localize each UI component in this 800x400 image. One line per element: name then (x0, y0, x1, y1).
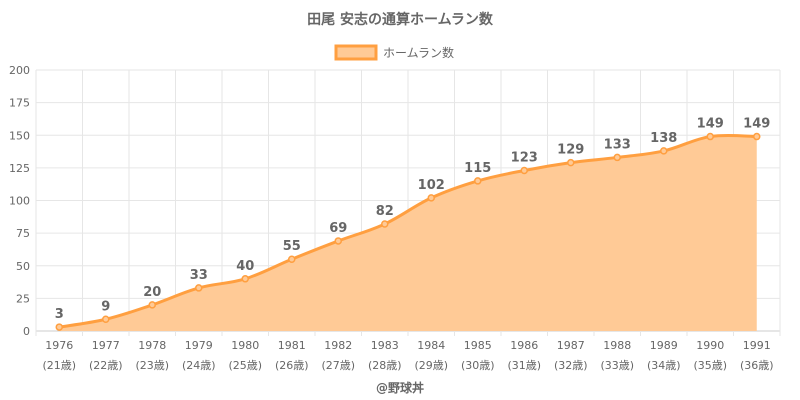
x-tick-label: 1985 (464, 339, 492, 352)
x-tick-sublabel: (24歳) (182, 359, 216, 372)
data-label: 9 (101, 299, 110, 314)
y-tick-label: 25 (16, 292, 30, 305)
x-tick-label: 1990 (696, 339, 724, 352)
data-points (55, 132, 761, 331)
data-point[interactable] (288, 255, 296, 263)
x-tick-sublabel: (35歳) (693, 359, 727, 372)
x-tick-label: 1980 (231, 339, 259, 352)
x-tick-sublabel: (29歳) (414, 359, 448, 372)
data-label: 69 (329, 221, 347, 236)
x-tick-label: 1979 (185, 339, 213, 352)
data-point[interactable] (195, 284, 203, 292)
data-point[interactable] (613, 153, 621, 162)
legend-label: ホームラン数 (383, 45, 454, 60)
x-tick-sublabel: (32歳) (554, 359, 588, 372)
series-area (59, 133, 757, 331)
legend[interactable]: ホームラン数 (334, 44, 454, 61)
data-label: 33 (190, 268, 208, 283)
credit-text: @野球丼 (376, 380, 424, 395)
data-label: 149 (743, 117, 770, 132)
data-label: 115 (464, 161, 491, 176)
data-point[interactable] (334, 237, 342, 245)
legend-swatch (334, 44, 378, 61)
data-label: 40 (236, 259, 254, 274)
x-tick-label: 1978 (138, 339, 166, 352)
data-point[interactable] (148, 301, 156, 309)
x-tick-label: 1976 (45, 339, 73, 352)
data-point[interactable] (102, 315, 110, 324)
data-point[interactable] (753, 132, 761, 141)
x-tick-label: 1983 (371, 339, 399, 352)
x-tick-label: 1989 (650, 339, 678, 352)
data-labels: 3 9 20 33 40 55 69 82 102 115 123 129 133 138 149 149 (55, 117, 771, 323)
x-tick-sublabel: (36歳) (740, 359, 774, 372)
x-tick-sublabel: (22歳) (89, 359, 123, 372)
y-tick-label: 0 (23, 325, 30, 338)
x-tick-sublabel: (34歳) (647, 359, 681, 372)
data-label: 102 (418, 178, 445, 193)
x-tick-sublabel: (26歳) (275, 359, 309, 372)
x-tick-label: 1984 (417, 339, 445, 352)
x-tick-label: 1991 (743, 339, 771, 352)
x-tick-label: 1981 (278, 339, 306, 352)
data-point[interactable] (660, 147, 668, 155)
x-tick-label: 1982 (324, 339, 352, 352)
x-tick-sublabel: (31歳) (507, 359, 541, 372)
data-label: 123 (511, 150, 538, 165)
y-tick-label: 100 (9, 195, 30, 208)
chart-title: 田尾 安志の通算ホームラン数 (307, 11, 494, 28)
y-tick-label: 150 (9, 129, 30, 142)
x-tick-sublabel: (33歳) (600, 359, 634, 372)
data-label: 3 (55, 307, 64, 322)
x-tick-label: 1977 (92, 339, 120, 352)
data-label: 20 (143, 285, 161, 300)
data-point[interactable] (381, 220, 389, 228)
series-line (59, 133, 757, 329)
data-point[interactable] (706, 132, 714, 141)
data-label: 129 (557, 143, 584, 158)
data-point[interactable] (474, 177, 482, 185)
y-axis: 0 25 50 75 100 125 150 175 200 (9, 64, 30, 338)
data-point[interactable] (567, 158, 575, 167)
data-label: 82 (376, 204, 394, 219)
x-tick-sublabel: (25歳) (228, 359, 262, 372)
data-point[interactable] (241, 275, 249, 283)
y-tick-label: 75 (16, 227, 30, 240)
data-point[interactable] (55, 323, 63, 331)
x-tick-sublabel: (30歳) (461, 359, 495, 372)
y-tick-label: 125 (9, 162, 30, 175)
x-tick-label: 1987 (557, 339, 585, 352)
data-point[interactable] (427, 194, 435, 202)
x-tick-label: 1986 (510, 339, 538, 352)
x-tick-sublabel: (21歳) (42, 359, 76, 372)
data-label: 133 (604, 137, 631, 152)
data-point[interactable] (520, 166, 528, 175)
x-tick-label: 1988 (603, 339, 631, 352)
y-tick-label: 200 (9, 64, 30, 77)
x-tick-sublabel: (23歳) (135, 359, 169, 372)
x-tick-sublabel: (27歳) (321, 359, 355, 372)
x-axis: 1976 (21歳) 1977 (22歳) 1978 (23歳) 1979 (24歳) 1980… (42, 339, 773, 372)
data-label: 55 (283, 239, 301, 254)
data-label: 149 (697, 117, 724, 132)
y-tick-label: 50 (16, 260, 30, 273)
y-tick-label: 175 (9, 97, 30, 110)
x-tick-sublabel: (28歳) (368, 359, 402, 372)
data-label: 138 (650, 131, 677, 146)
